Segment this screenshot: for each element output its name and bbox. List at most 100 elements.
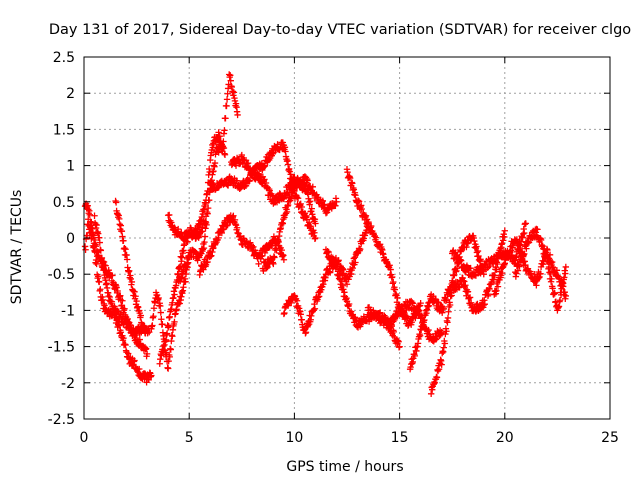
data-point [298,203,305,211]
data-point [466,294,474,301]
data-point [556,297,564,304]
data-point [120,237,127,244]
data-point [118,227,126,235]
data-point [208,252,215,259]
data-point [93,221,100,229]
data-point [150,313,157,320]
data-point [148,372,155,379]
data-point [183,263,190,270]
data-point [163,330,171,337]
data-point [473,243,480,250]
data-point [199,228,206,235]
data-point [498,240,506,247]
data-point [310,306,318,314]
data-point [216,132,223,140]
y-tick-label: -2.5 [48,412,75,428]
data-point [211,159,219,167]
data-point [250,243,257,251]
data-point [227,77,234,84]
data-point [227,72,234,79]
data-point [204,258,211,266]
data-point [199,246,207,253]
data-point [171,291,178,298]
data-point [411,352,419,360]
data-point [365,318,373,325]
data-point [333,261,341,268]
y-tick-label: -0.5 [48,267,75,283]
data-point [165,357,172,365]
data-point [218,229,226,237]
plot-frame [83,56,611,420]
data-point [157,302,164,310]
data-point [551,290,558,297]
chart-title: Day 131 of 2017, Sidereal Day-to-day VTE… [49,22,631,38]
data-point [395,338,402,345]
data-point [311,229,318,236]
data-point [210,167,217,175]
data-point [362,212,370,219]
data-point [344,168,351,176]
data-point [283,208,291,216]
data-point [493,287,500,294]
data-point [534,226,541,233]
data-point [349,180,356,187]
data-point [221,127,228,134]
data-point [472,272,480,279]
data-point [98,254,106,262]
data-point [224,90,231,97]
data-point [333,198,340,205]
data-point [273,247,280,254]
data-point [304,177,311,184]
data-point [131,288,138,296]
data-point [120,334,127,342]
data-point [93,260,100,268]
data-point [220,138,227,145]
data-point [485,290,492,298]
data-point [312,220,319,227]
data-point [263,264,270,272]
data-point [255,260,262,268]
data-point [176,300,183,307]
x-tick-label: 10 [285,430,303,446]
data-point [557,291,565,299]
data-point [215,129,222,136]
data-point [179,270,187,277]
data-point [149,322,156,329]
data-point [126,267,133,275]
x-tick-label: 20 [496,430,514,446]
data-point [270,260,277,268]
data-point [438,361,445,368]
series-track-d [91,212,149,339]
data-point [438,328,445,336]
data-point [180,284,187,291]
data-point [450,281,457,289]
data-point [500,237,507,244]
data-point [286,168,293,175]
data-point [370,307,377,314]
data-point [201,233,209,240]
data-point [324,248,331,255]
y-tick-label: -2 [61,376,75,392]
data-point [255,170,263,178]
data-point [167,346,174,353]
data-point [562,263,570,271]
data-point [222,115,229,122]
data-point [501,227,508,234]
x-tick-label: 25 [601,430,619,446]
data-point [204,210,211,217]
data-point [297,311,304,318]
data-point [514,267,522,274]
data-point [271,254,278,261]
data-point [182,278,189,285]
x-tick-label: 15 [391,430,409,446]
data-point [521,250,528,258]
data-point [336,270,343,278]
x-tick-label: 5 [185,430,194,446]
data-point [143,350,151,358]
data-point [177,263,184,270]
data-point [515,240,523,248]
data-point [311,305,319,312]
data-point [194,226,202,233]
data-point [141,328,149,336]
